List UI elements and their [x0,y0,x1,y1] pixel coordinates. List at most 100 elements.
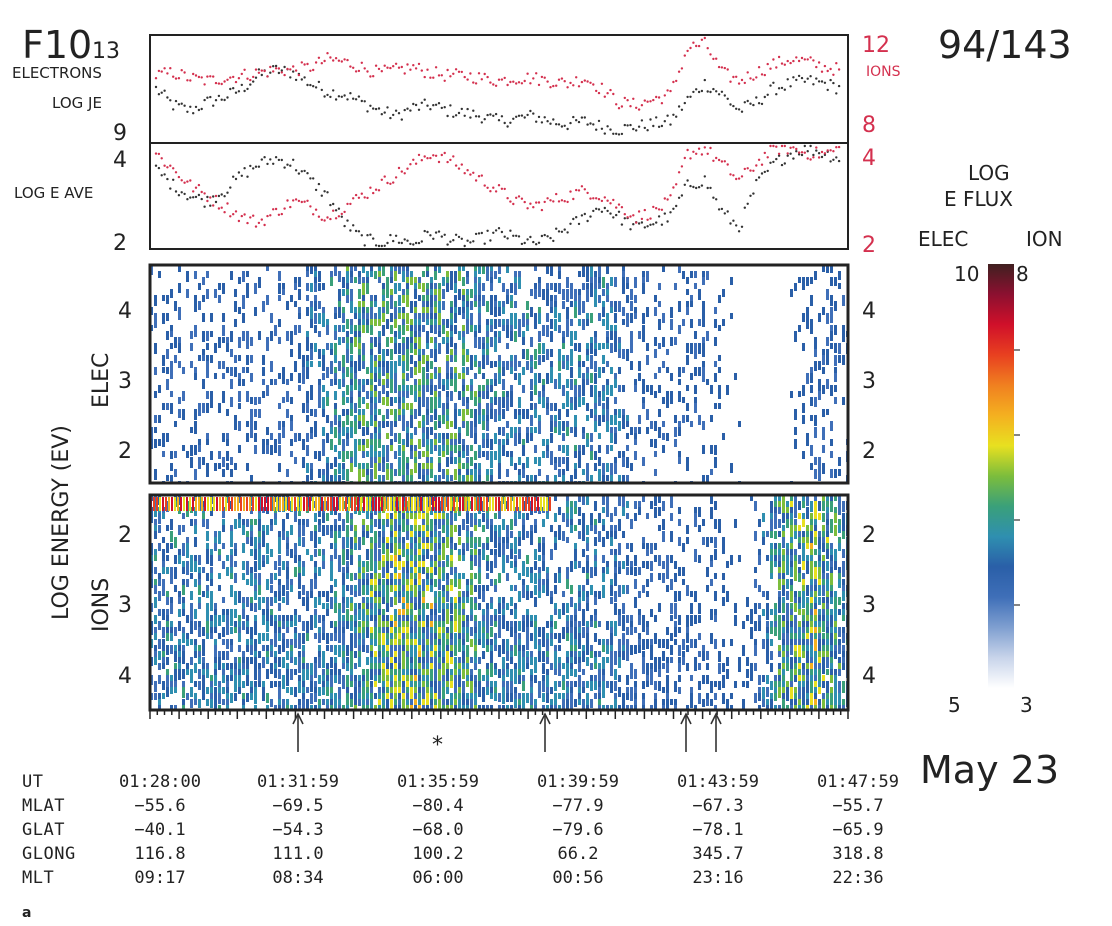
spectrogram-cell [402,591,405,600]
spectrogram-cell [338,271,341,282]
spectrogram-cell [178,337,181,343]
spectrogram-cell [550,403,553,411]
spectrogram-cell [382,543,385,554]
data-point [537,83,541,87]
spectrogram-cell [270,663,273,674]
spectrogram-cell [362,289,365,296]
spectrogram-cell [186,537,189,543]
spectrogram-cell [306,669,309,680]
spectrogram-cell [422,519,425,526]
spectrogram-cell [546,373,549,384]
spectrogram-cell [474,283,477,289]
spectrogram-cell [346,433,349,441]
spectrogram-cell [502,325,505,331]
spectrogram-cell [498,457,501,468]
spectrogram-cell [466,445,469,456]
data-point [583,212,586,216]
data-point [192,196,195,199]
spectrogram-cell [174,567,177,574]
spectrogram-cell [362,301,365,308]
spectrogram-cell [334,519,337,528]
spectrogram-cell [686,301,689,307]
spectrogram-cell [462,391,465,397]
data-point [409,242,412,246]
spectrogram-cell [386,639,389,650]
spectrogram-cell [378,367,381,373]
spectrogram-cell [498,403,501,411]
spectrogram-cell [162,367,165,373]
data-point [212,75,215,78]
data-point [274,207,278,211]
spectrogram-cell [818,469,821,479]
spectrogram-cell [250,657,253,664]
spectrogram-cell [590,277,593,286]
spectrogram-cell [434,681,437,687]
data-point [426,157,429,160]
spectrogram-cell [334,675,337,683]
spectrogram-cell [394,687,397,693]
spectrogram-cell [390,463,393,470]
spectrogram-cell [498,337,501,343]
spectrogram-cell [382,415,385,425]
spectrogram-cell [538,421,541,428]
spectrogram-cell [322,469,325,476]
spectrogram-cell [342,373,345,380]
spectrogram-cell [350,325,353,334]
spectrogram-cell [274,379,277,385]
spectrogram-cell [570,349,573,355]
spectrogram-cell [290,373,293,381]
data-point [817,156,821,159]
spectrogram-cell [198,567,201,578]
spectrogram-cell [230,561,233,572]
spectrogram-cell [390,361,393,371]
spectrogram-cell [190,361,193,368]
spectrogram-cell [414,537,417,547]
spectrogram-cell [414,325,417,334]
spectrogram-cell [338,295,341,304]
data-point [297,199,301,203]
data-point [780,163,784,167]
spectrogram-cell [718,355,721,361]
spectrogram-cell [406,579,409,589]
spectrogram-cell [270,597,273,606]
spectrogram-cell [226,609,229,617]
spectrogram-cell [414,451,417,461]
spectrogram-cell [234,463,237,470]
spectrogram-cell [166,621,169,628]
spectrogram-cell [250,537,253,546]
spectrogram-cell [386,513,389,522]
data-point [157,152,161,156]
data-point [837,84,841,88]
data-point [357,196,361,199]
spectrogram-cell [530,337,533,347]
spectrogram-cell [618,475,621,481]
spectrogram-cell [370,513,373,522]
spectrogram-cell [394,513,397,520]
spectrogram-cell [662,397,665,404]
spectrogram-cell [374,355,377,366]
data-point [280,69,283,72]
spectrogram-cell [446,373,449,379]
spectrogram-cell [170,597,173,603]
spectrogram-cell [202,379,205,389]
data-point [509,121,512,125]
spectrogram-cell [306,433,309,442]
data-point [254,225,258,228]
spectrogram-cell [658,301,661,307]
data-point [677,171,681,174]
spectrogram-cell [234,693,237,701]
data-point [792,157,795,160]
spectrogram-cell [410,621,413,630]
spectrogram-cell [502,439,505,447]
spectrogram-cell [170,573,173,584]
spectrogram-cell [330,669,333,678]
spectrogram-cell [214,663,217,669]
spectrogram-cell [182,645,185,654]
spectrogram-cell [426,627,429,638]
spectrogram-cell [438,463,441,472]
spectrogram-cell [646,271,649,282]
spectrogram-cell [610,325,613,335]
spectrogram-cell [838,469,841,476]
data-point [540,121,544,124]
spectrogram-cell [438,543,441,551]
